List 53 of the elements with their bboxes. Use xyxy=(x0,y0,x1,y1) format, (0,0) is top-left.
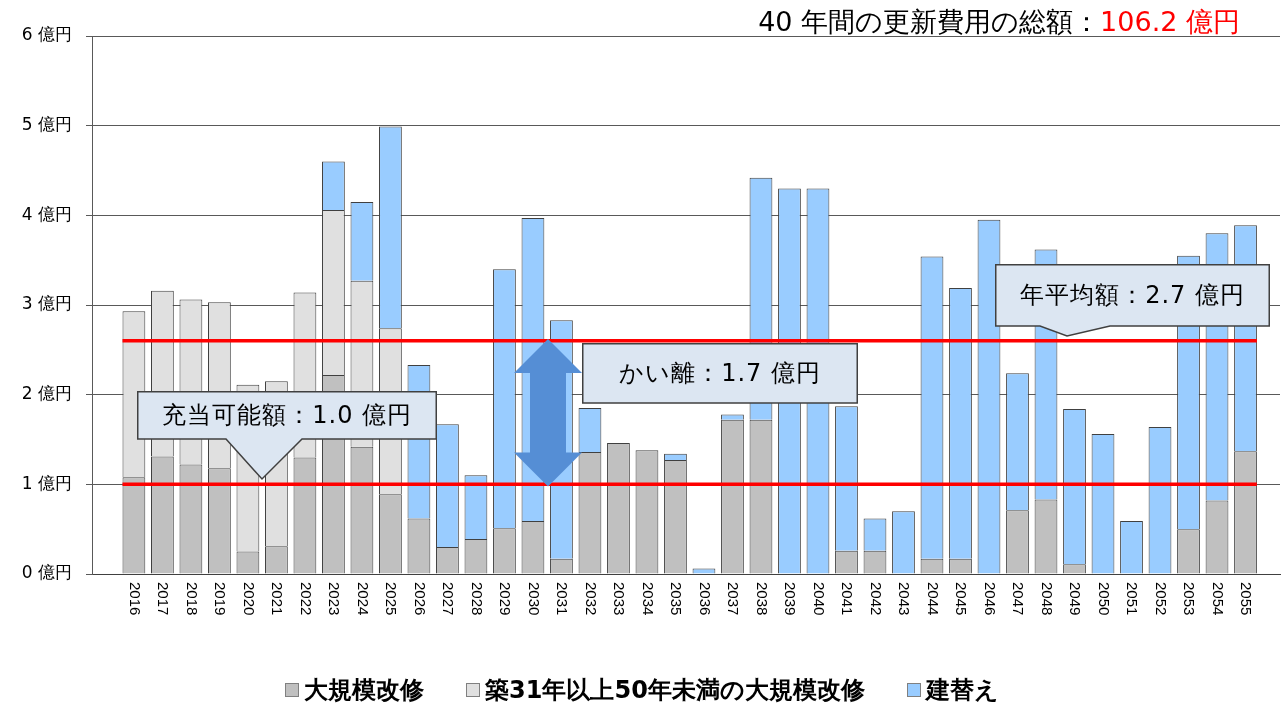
legend-label: 築31年以上50年未満の大規模改修 xyxy=(485,676,865,704)
y-tick-label: 1 億円 xyxy=(21,472,72,493)
x-tick-label: 2022 xyxy=(297,582,315,616)
x-tick-label: 2030 xyxy=(525,582,543,616)
chart-title: 40 年間の更新費用の総額：106.2 億円 xyxy=(758,6,1240,37)
x-tick-label: 2036 xyxy=(696,582,714,616)
x-tick-label: 2018 xyxy=(183,582,201,616)
legend-label: 大規模改修 xyxy=(304,676,425,704)
x-tick-label: 2034 xyxy=(639,582,657,616)
x-tick-label: 2023 xyxy=(326,582,344,616)
x-tick-label: 2051 xyxy=(1124,582,1142,616)
x-tick-label: 2020 xyxy=(240,582,258,616)
y-tick-label: 6 億円 xyxy=(21,24,72,45)
x-tick-label: 2045 xyxy=(953,582,971,616)
x-tick-label: 2042 xyxy=(867,582,885,616)
y-tick-label: 3 億円 xyxy=(21,293,72,314)
x-tick-label: 2025 xyxy=(383,582,401,616)
x-tick-label: 2017 xyxy=(155,582,173,616)
x-tick-label: 2035 xyxy=(668,582,686,616)
y-tick-label: 5 億円 xyxy=(21,114,72,135)
x-tick-label: 2024 xyxy=(354,582,372,616)
x-tick-label: 2039 xyxy=(782,582,800,616)
x-tick-label: 2019 xyxy=(212,582,230,616)
ref-line-label: 充当可能額：1.0 億円 xyxy=(161,400,414,432)
x-tick-label: 2037 xyxy=(725,582,743,616)
x-tick-label: 2044 xyxy=(924,582,942,616)
x-tick-label: 2028 xyxy=(468,582,486,616)
y-tick-label: 0 億円 xyxy=(21,562,72,583)
x-tick-label: 2031 xyxy=(554,582,572,616)
x-tick-label: 2032 xyxy=(582,582,600,616)
x-tick-label: 2038 xyxy=(753,582,771,616)
x-tick-label: 2048 xyxy=(1038,582,1056,616)
x-tick-label: 2052 xyxy=(1152,582,1170,616)
x-tick-label: 2050 xyxy=(1095,582,1113,616)
y-tick-label: 2 億円 xyxy=(21,383,72,404)
x-tick-label: 2027 xyxy=(440,582,458,616)
x-tick-label: 2029 xyxy=(497,582,515,616)
x-tick-label: 2053 xyxy=(1181,582,1199,616)
x-tick-label: 2054 xyxy=(1209,582,1227,616)
x-tick-label: 2049 xyxy=(1067,582,1085,616)
x-tick-label: 2026 xyxy=(411,582,429,616)
x-tick-label: 2016 xyxy=(126,582,144,616)
y-tick-label: 4 億円 xyxy=(21,203,72,224)
x-tick-label: 2043 xyxy=(896,582,914,616)
x-tick-label: 2033 xyxy=(611,582,629,616)
x-tick-label: 2046 xyxy=(981,582,999,616)
x-tick-label: 2047 xyxy=(1010,582,1028,616)
x-tick-label: 2041 xyxy=(839,582,857,616)
legend-label: 建替え xyxy=(925,676,999,704)
x-tick-label: 2040 xyxy=(810,582,828,616)
ref-line-label: 年平均額：2.7 億円 xyxy=(1019,279,1246,311)
x-tick-label: 2055 xyxy=(1238,582,1256,616)
x-tick-label: 2021 xyxy=(269,582,287,616)
